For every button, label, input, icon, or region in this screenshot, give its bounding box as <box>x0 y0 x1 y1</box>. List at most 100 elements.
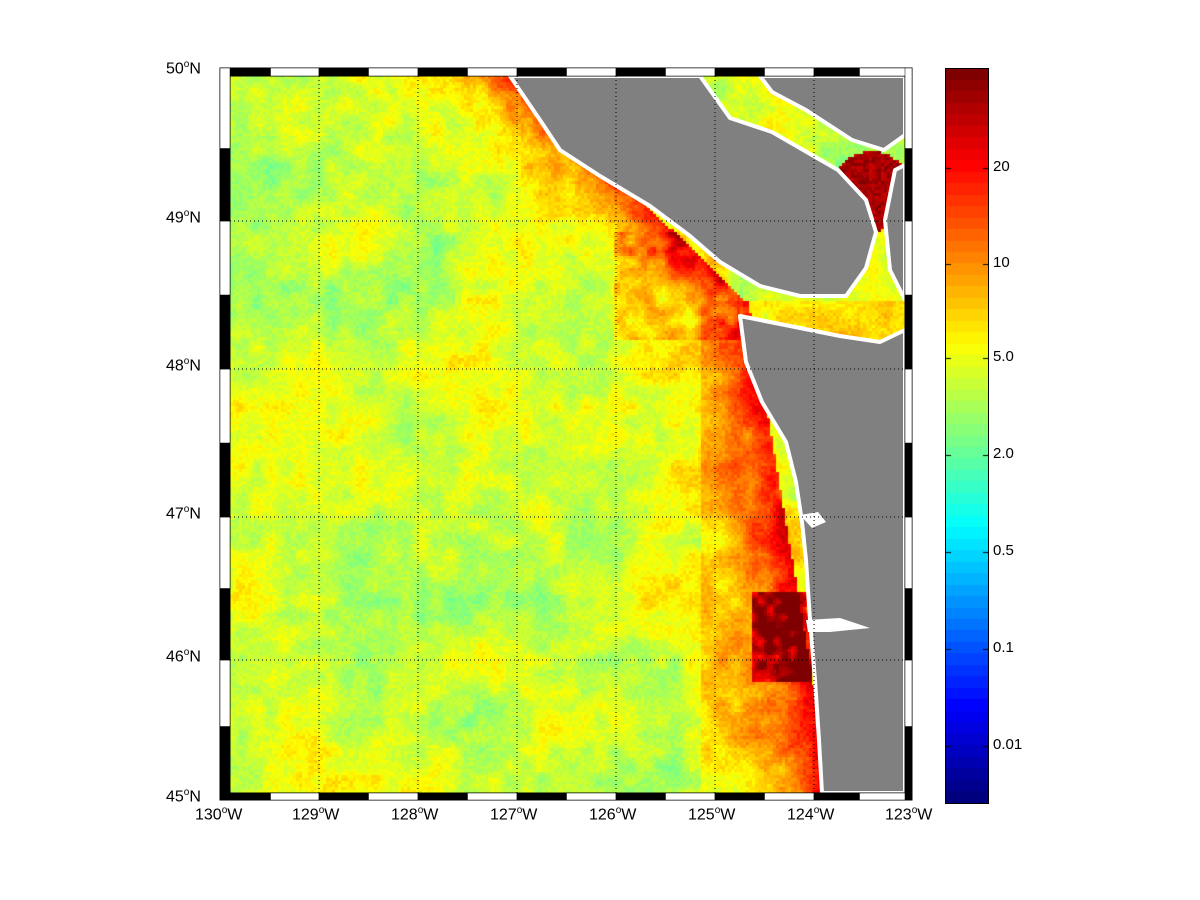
longitude-hemisphere: W <box>227 806 243 824</box>
colorbar <box>945 68 989 804</box>
colorbar-tick-label: 0.5 <box>993 542 1014 559</box>
frame-band-top <box>270 67 320 77</box>
frame-band-top <box>467 67 518 77</box>
vancouver-island-land <box>508 74 878 298</box>
colorbar-tick-label: 0.01 <box>993 736 1023 753</box>
frame-band-left <box>219 516 231 589</box>
frame-band-top <box>417 67 468 77</box>
longitude-hemisphere: W <box>819 806 835 824</box>
grays-harbor-water <box>800 512 826 528</box>
latitude-label: 50oN <box>166 59 201 78</box>
longitude-degree: 123 <box>885 806 912 824</box>
washington-land <box>738 314 907 795</box>
latitude-degree: 45 <box>166 788 184 806</box>
frame-band-bottom <box>417 792 468 801</box>
longitude-hemisphere: W <box>423 806 439 824</box>
frame-band-right <box>904 220 913 296</box>
frame-band-bottom <box>859 792 913 801</box>
longitude-hemisphere: W <box>621 806 637 824</box>
frame-band-top <box>368 67 419 77</box>
longitude-degree: 129 <box>292 806 319 824</box>
frame-band-bottom <box>813 792 860 801</box>
frame-band-right <box>904 516 913 589</box>
longitude-label: 123oW <box>885 805 933 824</box>
longitude-hemisphere: W <box>324 806 340 824</box>
frame-band-left <box>219 220 231 296</box>
frame-band-bottom <box>615 792 666 801</box>
frame-band-left <box>219 294 231 370</box>
latitude-label: 46oN <box>166 647 201 666</box>
longitude-hemisphere: W <box>522 806 538 824</box>
longitude-hemisphere: W <box>917 806 933 824</box>
frame-band-top <box>665 67 716 77</box>
latitude-label: 45oN <box>166 787 201 806</box>
frame-band-bottom <box>764 792 815 801</box>
frame-band-top <box>714 67 765 77</box>
frame-band-bottom <box>467 792 518 801</box>
latitude-hemisphere: N <box>189 648 201 666</box>
frame-band-top <box>566 67 617 77</box>
frame-band-right <box>904 659 913 727</box>
frame-band-left <box>219 588 231 661</box>
latitude-degree: 49 <box>166 209 184 227</box>
longitude-label: 124oW <box>787 805 835 824</box>
frame-band-right <box>904 294 913 370</box>
longitude-hemisphere: W <box>720 806 736 824</box>
frame-band-right <box>904 67 913 149</box>
longitude-label: 126oW <box>589 805 637 824</box>
frame-band-right <box>904 726 913 801</box>
frame-band-bottom <box>318 792 369 801</box>
latitude-degree: 47 <box>166 505 184 523</box>
columbia-river-water <box>806 618 870 632</box>
longitude-degree: 127 <box>490 806 517 824</box>
colorbar-tick-label: 2.0 <box>993 445 1014 462</box>
frame-band-top <box>859 67 913 77</box>
frame-band-left <box>219 726 231 801</box>
latitude-hemisphere: N <box>189 505 201 523</box>
longitude-label: 127oW <box>490 805 538 824</box>
colorbar-tick-label: 5.0 <box>993 348 1014 365</box>
latitude-degree: 50 <box>166 60 184 78</box>
longitude-degree: 125 <box>688 806 715 824</box>
frame-band-top <box>813 67 860 77</box>
frame-band-bottom <box>368 792 419 801</box>
frame-band-left <box>219 659 231 727</box>
longitude-degree: 124 <box>787 806 814 824</box>
latitude-hemisphere: N <box>189 209 201 227</box>
frame-band-bottom <box>566 792 617 801</box>
frame-band-right <box>904 442 913 518</box>
frame-band-left <box>219 442 231 518</box>
frame-band-right <box>904 588 913 661</box>
longitude-label: 128oW <box>391 805 439 824</box>
colorbar-tick-label: 20 <box>993 158 1010 175</box>
frame-band-bottom <box>270 792 320 801</box>
longitude-degree: 128 <box>391 806 418 824</box>
longitude-degree: 130 <box>195 806 222 824</box>
longitude-label: 130oW <box>195 805 243 824</box>
latitude-hemisphere: N <box>189 60 201 78</box>
latitude-hemisphere: N <box>189 788 201 806</box>
frame-band-top <box>318 67 369 77</box>
frame-band-left <box>219 148 231 222</box>
latitude-degree: 48 <box>166 357 184 375</box>
bc-mainland-east-land <box>883 163 907 302</box>
frame-band-top <box>615 67 666 77</box>
latitude-label: 47oN <box>166 504 201 523</box>
colorbar-tick-label: 0.1 <box>993 639 1014 656</box>
frame-band-left <box>219 368 231 444</box>
longitude-label: 125oW <box>688 805 736 824</box>
latitude-label: 48oN <box>166 356 201 375</box>
latitude-label: 49oN <box>166 208 201 227</box>
longitude-degree: 126 <box>589 806 616 824</box>
frame-band-right <box>904 148 913 222</box>
frame-band-bottom <box>714 792 765 801</box>
frame-band-bottom <box>665 792 716 801</box>
frame-band-bottom <box>516 792 567 801</box>
longitude-label: 129oW <box>292 805 340 824</box>
latitude-hemisphere: N <box>189 357 201 375</box>
frame-band-top <box>764 67 815 77</box>
frame-band-right <box>904 368 913 444</box>
colorbar-tick-label: 10 <box>993 254 1010 271</box>
frame-band-top <box>516 67 567 77</box>
